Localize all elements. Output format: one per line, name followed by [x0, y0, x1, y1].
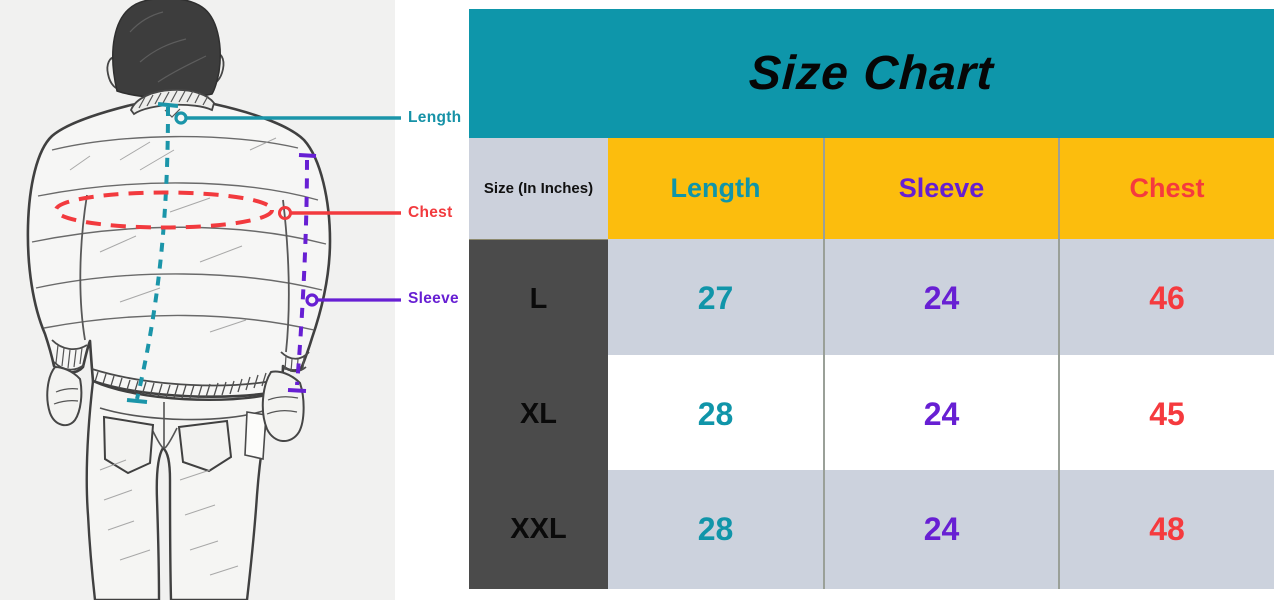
- table-row-xl: XL 28 24 45: [469, 358, 1274, 470]
- chest-value-xxl: 48: [1058, 470, 1274, 589]
- sleeve-value-xl: 24: [823, 358, 1058, 470]
- size-chart-title-band: Size Chart: [469, 9, 1274, 138]
- table-row-xxl: XXL 28 24 48: [469, 470, 1274, 589]
- chest-dashed-ellipse: [54, 190, 274, 230]
- man-sketch: [26, 0, 332, 600]
- right-pocket: [177, 419, 233, 473]
- sleeve-point-marker: [305, 293, 319, 307]
- left-hand: [46, 365, 83, 427]
- sleeve-column-header: Sleeve: [823, 138, 1058, 239]
- size-chart-title: Size Chart: [747, 47, 996, 100]
- jeans-tag: [244, 411, 267, 460]
- jeans-outline: [85, 379, 274, 600]
- length-column-header: Length: [608, 138, 823, 239]
- hair-strands: [129, 11, 207, 83]
- sleeve-dashed-line: [295, 159, 309, 386]
- sleeve-label: Sleeve: [408, 290, 459, 307]
- length-value-xl: 28: [608, 358, 823, 470]
- jacket-shading: [69, 137, 277, 333]
- length-value-xxl: 28: [608, 470, 823, 589]
- measurement-figure-panel: Length Chest Sleeve: [0, 0, 470, 600]
- sleeve-value-l: 24: [823, 239, 1058, 358]
- length-value-l: 27: [608, 239, 823, 358]
- chest-column-header: Chest: [1058, 138, 1274, 239]
- length-point-marker: [174, 111, 188, 125]
- size-chart-panel: Size Chart Size (In Inches) Length Sleev…: [469, 9, 1274, 589]
- sleeve-line-caps: [287, 153, 317, 393]
- table-row-l: L 27 24 46: [469, 239, 1274, 358]
- length-line-caps: [126, 102, 179, 404]
- unit-header-cell: Size (In Inches): [469, 138, 608, 239]
- chest-value-l: 46: [1058, 239, 1274, 358]
- jeans-shading: [99, 459, 239, 576]
- size-chart-header-row: Size (In Inches) Length Sleeve Chest: [469, 138, 1274, 239]
- collar-hatch: [138, 90, 209, 118]
- jacket-seams: [31, 135, 327, 331]
- chest-value-xl: 45: [1058, 358, 1274, 470]
- size-cell-xxl: XXL: [469, 470, 608, 589]
- jeans-seams: [99, 402, 267, 449]
- back-figure-sketch: [26, 0, 401, 600]
- size-cell-l: L: [469, 239, 608, 358]
- length-dashed-line: [135, 106, 170, 400]
- hem-ribbing: [93, 371, 267, 399]
- size-cell-xl: XL: [469, 358, 608, 470]
- cuff-bands: [51, 339, 310, 373]
- sleeve-measure: [287, 153, 401, 393]
- jacket-outline: [26, 98, 332, 398]
- sleeve-value-xxl: 24: [823, 470, 1058, 589]
- length-measure: [126, 102, 401, 404]
- finger-lines: [53, 388, 299, 415]
- length-label: Length: [408, 109, 462, 126]
- left-pocket: [102, 415, 155, 475]
- chest-measure: [54, 190, 401, 230]
- chest-label: Chest: [408, 204, 453, 221]
- hair: [112, 0, 221, 99]
